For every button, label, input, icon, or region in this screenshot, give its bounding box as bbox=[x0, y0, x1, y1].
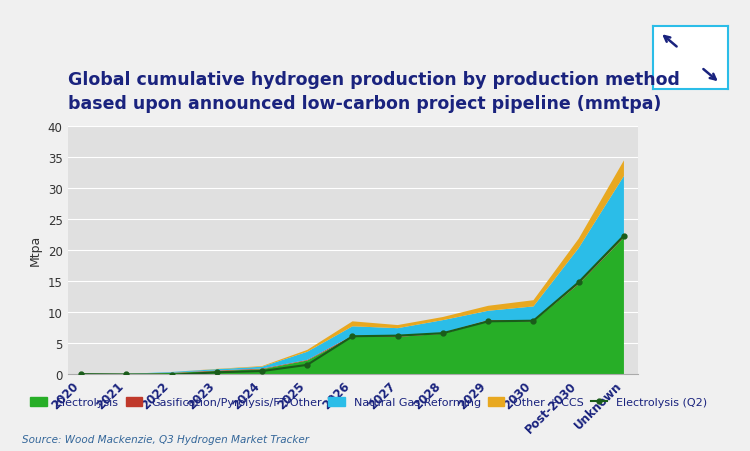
Text: Source: Wood Mackenzie, Q3 Hydrogen Market Tracker: Source: Wood Mackenzie, Q3 Hydrogen Mark… bbox=[22, 434, 310, 444]
Y-axis label: Mtpa: Mtpa bbox=[29, 235, 42, 266]
Legend: Electrolysis, Gasification/Pyrolysis/FT/Other, Natural Gas Reforming, Other + CC: Electrolysis, Gasification/Pyrolysis/FT/… bbox=[28, 395, 709, 410]
Text: Global cumulative hydrogen production by production method
based upon announced : Global cumulative hydrogen production by… bbox=[68, 71, 680, 113]
